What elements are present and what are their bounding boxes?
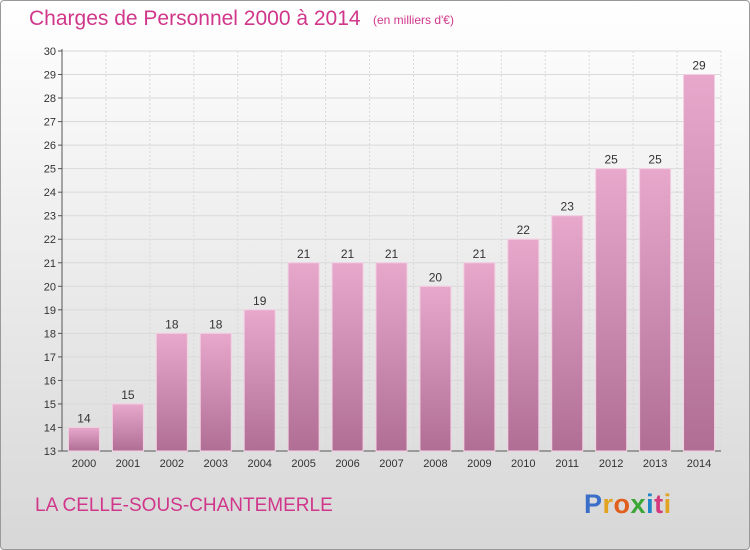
data-label: 21 — [341, 247, 355, 261]
x-tick-label: 2005 — [291, 458, 315, 470]
commune-name: LA CELLE-SOUS-CHANTEMERLE — [35, 495, 333, 516]
x-tick-label: 2007 — [379, 458, 403, 470]
x-tick-label: 2000 — [72, 458, 96, 470]
bar-2006 — [331, 262, 364, 452]
x-tick-label: 2003 — [204, 458, 228, 470]
data-label: 23 — [561, 200, 575, 214]
data-label: 15 — [121, 388, 135, 402]
bar-2014 — [683, 74, 716, 452]
y-tick-label: 22 — [44, 234, 56, 246]
x-tick-label: 2002 — [160, 458, 184, 470]
x-tick-label: 2008 — [423, 458, 447, 470]
logo-letter: o — [613, 489, 631, 519]
y-tick-label: 26 — [44, 140, 56, 152]
x-tick-label: 2004 — [247, 458, 271, 470]
logo-letter: r — [602, 489, 614, 519]
logo-letter: i — [646, 489, 655, 519]
bar-2011 — [551, 215, 584, 452]
y-tick-label: 23 — [44, 211, 56, 223]
bar-2013 — [639, 168, 672, 452]
x-tick-label: 2006 — [335, 458, 359, 470]
y-tick-label: 14 — [44, 422, 56, 434]
proxiti-logo[interactable]: Proxiti — [584, 489, 672, 520]
data-label: 14 — [77, 411, 91, 425]
y-tick-label: 21 — [44, 258, 56, 270]
x-tick-label: 2014 — [687, 458, 711, 470]
x-tick-label: 2001 — [116, 458, 140, 470]
data-label: 21 — [385, 247, 399, 261]
data-label: 25 — [604, 153, 618, 167]
y-tick-label: 28 — [44, 93, 56, 105]
y-tick-label: 19 — [44, 305, 56, 317]
logo-letter: t — [654, 489, 664, 519]
x-tick-label: 2013 — [643, 458, 667, 470]
y-tick-label: 17 — [44, 352, 56, 364]
bar-2008 — [419, 285, 452, 452]
data-label: 18 — [165, 317, 179, 331]
data-label: 20 — [429, 270, 443, 284]
y-tick-label: 27 — [44, 117, 56, 129]
y-tick-label: 25 — [44, 164, 56, 176]
data-label: 25 — [648, 153, 662, 167]
logo-letter: i — [663, 489, 672, 519]
bar-2003 — [199, 332, 232, 452]
data-label: 18 — [209, 317, 223, 331]
y-tick-label: 24 — [44, 187, 56, 199]
data-label: 19 — [253, 294, 267, 308]
bar-2007 — [375, 262, 408, 452]
y-tick-label: 16 — [44, 375, 56, 387]
bar-2005 — [287, 262, 320, 452]
bar-2002 — [155, 332, 188, 452]
y-tick-label: 30 — [44, 46, 56, 58]
y-tick-label: 20 — [44, 281, 56, 293]
x-tick-label: 2009 — [467, 458, 491, 470]
bar-2012 — [595, 168, 628, 452]
x-tick-label: 2012 — [599, 458, 623, 470]
data-label: 21 — [297, 247, 311, 261]
bar-2001 — [111, 403, 144, 452]
x-tick-label: 2010 — [511, 458, 535, 470]
data-label: 22 — [517, 223, 531, 237]
x-tick-label: 2011 — [555, 458, 579, 470]
logo-letter: P — [584, 489, 603, 519]
y-tick-label: 15 — [44, 399, 56, 411]
y-tick-label: 18 — [44, 328, 56, 340]
chart-title: Charges de Personnel 2000 à 2014 — [29, 7, 361, 30]
bar-2000 — [67, 426, 100, 452]
logo-letter: x — [630, 489, 647, 519]
y-tick-label: 29 — [44, 70, 56, 82]
bar-2010 — [507, 238, 540, 452]
y-tick-label: 13 — [44, 446, 56, 458]
bars — [67, 74, 716, 452]
data-label: 21 — [473, 247, 487, 261]
bar-2004 — [243, 309, 276, 452]
data-labels: 14 15 18 18 19 21 21 21 20 21 22 23 25 25 29 — [77, 59, 706, 426]
chart-subtitle: (en milliers d'€) — [373, 13, 454, 27]
bar-2009 — [463, 262, 496, 452]
data-label: 29 — [692, 59, 706, 73]
